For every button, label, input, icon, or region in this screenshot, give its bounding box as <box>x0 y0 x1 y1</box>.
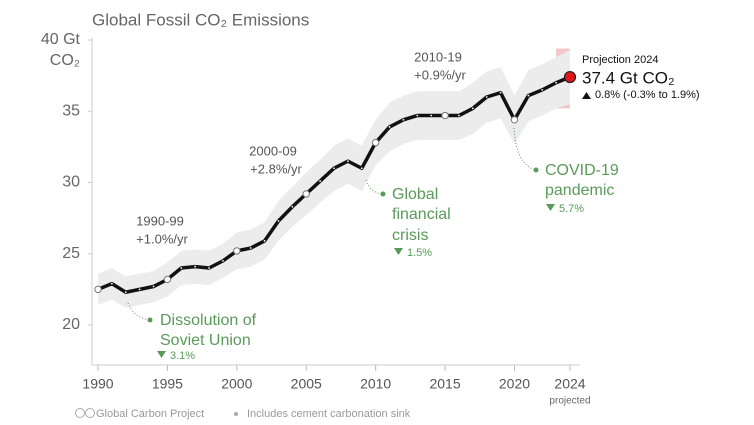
event-notes: Dissolution of Soviet Union 3.1% Global … <box>127 127 619 362</box>
point <box>208 267 210 269</box>
x-tick-label: 2020 <box>499 376 530 392</box>
x-tick-label: 2005 <box>291 376 322 392</box>
up-triangle <box>582 92 591 99</box>
footer-note: Includes cement carbonation sink <box>247 408 411 420</box>
marker <box>163 275 172 284</box>
uncertainty-band <box>98 49 570 308</box>
leader <box>365 179 384 195</box>
event-label: crisis <box>392 227 428 244</box>
point <box>319 180 322 182</box>
point <box>402 118 405 121</box>
value-label: 37.4 Gt CO₂ <box>582 68 675 87</box>
x-tick-label: 2010 <box>360 376 391 392</box>
x-tick-label: 1990 <box>82 376 113 392</box>
point <box>263 240 266 242</box>
y-tick-label: 35 <box>62 102 80 119</box>
projection-change: 0.8% (-0.3% to 1.9%) <box>595 89 700 101</box>
projection-title: Projection 2024 <box>582 54 658 66</box>
leader-dot <box>147 317 153 323</box>
down-triangle <box>394 248 403 255</box>
chart-title: Global Fossil CO₂ Emissions <box>92 10 309 29</box>
separator <box>234 412 238 416</box>
marker <box>233 247 241 255</box>
x-tick-label: 2000 <box>221 376 252 392</box>
marker <box>510 116 519 124</box>
y-tick-label: 40 Gt <box>41 31 81 48</box>
decade-rate: +2.8%/yr <box>250 161 302 176</box>
event-drop: 5.7% <box>559 203 584 215</box>
point <box>291 205 294 208</box>
by-icon <box>85 408 95 418</box>
decade-label: 2010-19 <box>414 49 462 64</box>
marker <box>441 111 449 120</box>
event-drop: 1.5% <box>407 247 432 259</box>
x-tick-note: projected <box>549 396 590 407</box>
point <box>471 107 474 110</box>
event-label: Soviet Union <box>160 332 251 349</box>
down-triangle <box>157 351 166 358</box>
point <box>333 167 335 170</box>
y-tick-label: 25 <box>62 245 80 262</box>
point <box>277 220 280 222</box>
decade-notes: 1990-99 +1.0%/yr 2000-09 +2.8%/yr 2010-1… <box>136 49 466 246</box>
point <box>152 285 155 288</box>
point <box>541 88 544 91</box>
decade-rate: +1.0%/yr <box>136 231 188 246</box>
point <box>222 259 224 262</box>
decade-label: 1990-99 <box>136 213 184 228</box>
leader-dot <box>380 191 386 197</box>
event-label: Global <box>392 186 438 203</box>
footer: Global Carbon Project Includes cement ca… <box>75 408 411 420</box>
point <box>555 81 558 84</box>
point <box>346 160 349 163</box>
marker <box>94 285 102 294</box>
event-label: COVID-19 <box>545 162 619 179</box>
point <box>110 282 113 285</box>
down-triangle <box>546 204 555 211</box>
event-label: financial <box>392 206 451 223</box>
point <box>194 265 197 268</box>
point <box>458 114 460 117</box>
point <box>485 96 488 98</box>
point <box>180 267 183 269</box>
event-label: Dissolution of <box>160 312 257 329</box>
leader-dot <box>533 167 539 173</box>
point <box>360 167 363 170</box>
point <box>527 94 530 97</box>
event-label: pandemic <box>545 182 614 199</box>
point <box>430 114 433 117</box>
y-tick-label: 20 <box>62 316 80 333</box>
event-drop: 3.1% <box>170 350 195 362</box>
decade-label: 2000-09 <box>249 143 297 158</box>
y-tick-label: 30 <box>62 174 80 191</box>
x-tick-label: 2024 <box>554 376 585 392</box>
projection-point <box>563 70 577 84</box>
x-tick-label: 2015 <box>429 376 460 392</box>
plot <box>94 48 577 308</box>
x-tick-label: 1995 <box>152 376 183 392</box>
y-axis-label: CO₂ <box>50 52 80 69</box>
point <box>388 126 391 128</box>
footer-source: Global Carbon Project <box>96 408 204 420</box>
point <box>138 288 141 291</box>
cc-icon <box>75 408 85 418</box>
point <box>499 91 502 94</box>
decade-rate: +0.9%/yr <box>414 67 466 82</box>
marker <box>371 138 380 147</box>
point <box>249 247 252 249</box>
marker <box>302 190 310 198</box>
point <box>416 114 419 117</box>
point <box>124 291 127 294</box>
